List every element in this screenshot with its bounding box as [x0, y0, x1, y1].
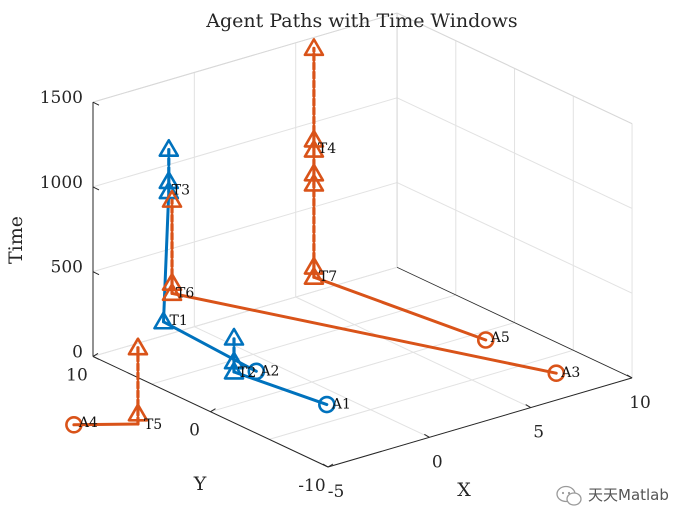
chart-title: Agent Paths with Time Windows: [205, 10, 517, 32]
x-tick-label: 0: [432, 452, 443, 472]
start-marker: [547, 364, 566, 382]
start-label: A3: [560, 365, 580, 381]
box-edge-top-side: [396, 12, 633, 125]
task-marker: [161, 272, 183, 291]
x-tick-label: -5: [328, 482, 345, 502]
task-marker: [158, 171, 180, 190]
task-marker: [303, 129, 325, 148]
x-tick-mark: [322, 463, 329, 468]
task-marker: [303, 163, 325, 182]
watermark: 天天Matlab: [556, 485, 669, 506]
y-tick-mark: [327, 463, 334, 468]
task-marker: [223, 327, 245, 346]
floor-right-edge: [396, 266, 633, 379]
z-tick-mark: [92, 271, 100, 276]
x-tick-label: 5: [533, 423, 544, 443]
side-grid-z: [396, 97, 633, 209]
x-tick-mark: [424, 433, 430, 438]
wall-grid-z: [92, 266, 398, 357]
tick-labels: -5 0 5 10 -10 0 10 0 500 1000 1500: [40, 88, 651, 502]
start-marker: [318, 395, 336, 414]
task-marker: [127, 403, 149, 422]
task-marker: [303, 38, 325, 57]
task-marker: [303, 173, 325, 192]
floor-grid-y: [269, 349, 574, 440]
back-pane-xz: [93, 13, 398, 357]
task-label: T7: [319, 269, 337, 285]
task-marker: [303, 139, 325, 158]
task-marker: [127, 337, 149, 356]
y-tick-label: -10: [298, 476, 325, 496]
path-segment: [232, 370, 329, 407]
task-marker: [153, 311, 174, 330]
task-marker: [223, 361, 245, 380]
wechat-icon: [556, 485, 582, 506]
task-label: T3: [172, 183, 190, 199]
z-tick-label: 1500: [40, 88, 83, 108]
task-marker: [303, 256, 325, 275]
task-label: T1: [170, 313, 188, 329]
start-marker: [247, 362, 266, 381]
y-tick-label: 0: [189, 421, 200, 441]
wall-grid-z: [92, 97, 398, 188]
side-grid-z: [396, 182, 633, 294]
box-edge-top-back: [92, 12, 398, 103]
z-tick-mark: [92, 186, 100, 191]
start-label: A4: [78, 415, 98, 431]
z-axis-label: Time: [5, 216, 27, 264]
y-tick-label: 10: [66, 365, 88, 385]
y-tick-mark: [210, 408, 216, 413]
z-tick-label: 0: [72, 342, 83, 362]
z-tick-mark: [92, 101, 100, 106]
path-segment: [162, 320, 258, 373]
start-marker: [65, 416, 83, 434]
point-labels: A1 A2 A3 A4 A5 T1 T2 T3 T4 T5 T6 T7: [78, 141, 580, 433]
task-label: T6: [176, 285, 194, 301]
x-tick-mark: [525, 404, 531, 409]
task-label: T4: [318, 141, 336, 157]
watermark-text: 天天Matlab: [588, 486, 669, 504]
z-tick-label: 500: [51, 258, 83, 278]
x-axis-line: [327, 377, 633, 468]
start-label: A5: [490, 330, 510, 346]
y-tick-mark: [92, 352, 99, 357]
path-segment: [312, 275, 488, 342]
task-label: T2: [238, 365, 256, 381]
task-marker: [161, 189, 183, 208]
task-marker: [158, 138, 180, 158]
path-segment: [170, 291, 558, 375]
y-axis-label: Y: [193, 473, 207, 495]
task-label: T5: [144, 417, 162, 433]
start-label: A1: [331, 397, 351, 413]
path-segment: [72, 422, 140, 427]
floor-grid-y: [210, 322, 515, 413]
x-tick-mark: [626, 374, 633, 379]
z-tick-label: 1000: [40, 173, 83, 193]
z-tick-mark: [92, 355, 100, 360]
task-marker: [161, 283, 183, 302]
task-marker: [303, 266, 325, 285]
start-label: A2: [259, 363, 279, 379]
x-axis-label: X: [457, 479, 471, 501]
wall-grid-z: [92, 182, 398, 273]
x-tick-label: 10: [629, 393, 651, 413]
agent-paths: [65, 38, 566, 434]
start-marker: [476, 331, 495, 349]
